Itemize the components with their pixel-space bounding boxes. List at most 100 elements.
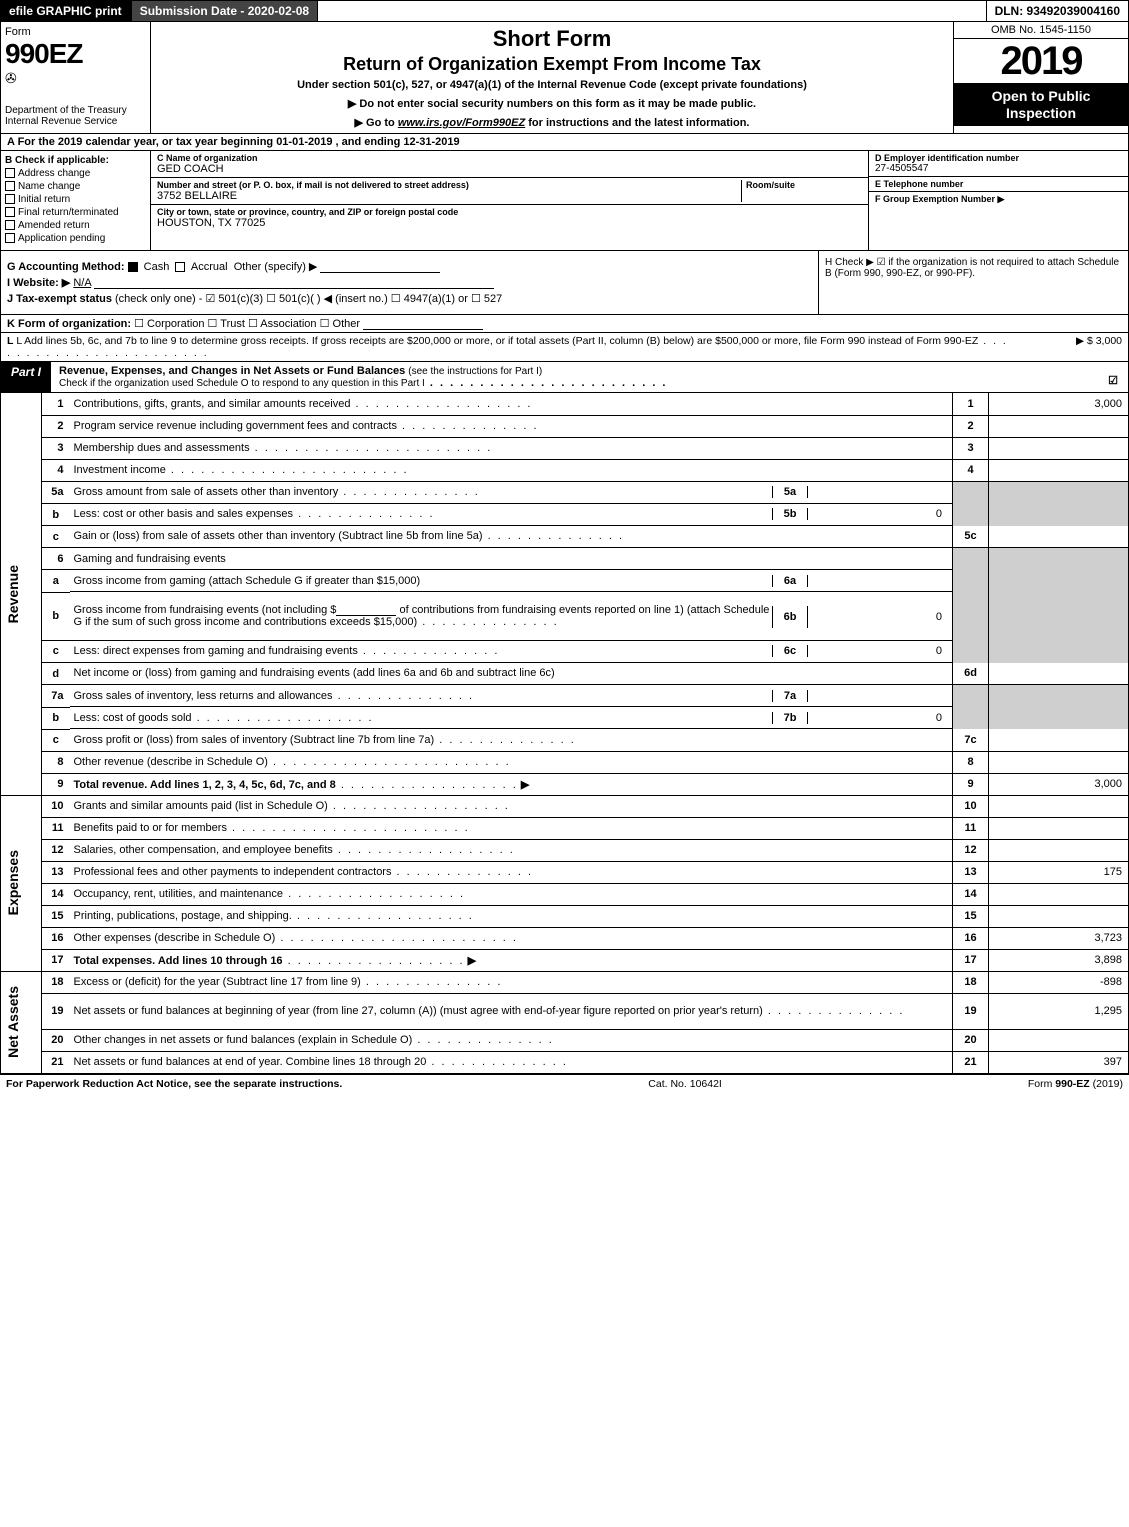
k-other-field[interactable] [363,318,483,330]
g-cash-check[interactable] [128,262,138,272]
topbar-spacer [318,0,985,22]
group-exemption-label: F Group Exemption Number ▶ [875,194,1122,205]
part1-table: Revenue 1 Contributions, gifts, grants, … [0,393,1129,1074]
section-d: D Employer identification number 27-4505… [869,151,1128,177]
irs-icon: ✇ [5,70,146,87]
line-4: 4 Investment income 4 [1,459,1129,481]
section-h: H Check ▶ ☑ if the organization is not r… [818,251,1128,314]
k-options[interactable]: ☐ Corporation ☐ Trust ☐ Association ☐ Ot… [134,318,360,330]
line-11: 11 Benefits paid to or for members 11 [1,817,1129,839]
city-row: City or town, state or province, country… [151,205,868,231]
gh-left: G Accounting Method: Cash Accrual Other … [1,251,818,314]
irs-label: Internal Revenue Service [5,116,146,127]
goto-pre: ▶ Go to [355,117,398,129]
line-6d: d Net income or (loss) from gaming and f… [1,663,1129,685]
section-e: E Telephone number [869,177,1128,192]
k-label: K Form of organization: [7,318,131,330]
header-center: Short Form Return of Organization Exempt… [151,22,953,133]
ein-value: 27-4505547 [875,163,1122,174]
tax-year: 2019 [954,39,1128,83]
part1-check[interactable]: ☑ [1098,362,1128,392]
form-ref: Form 990-EZ (2019) [1028,1078,1123,1090]
line-21: 21 Net assets or fund balances at end of… [1,1051,1129,1073]
line-1: Revenue 1 Contributions, gifts, grants, … [1,393,1129,415]
efile-print-button[interactable]: efile GRAPHIC print [0,0,131,22]
part1-sub: Check if the organization used Schedule … [59,378,425,389]
under-section: Under section 501(c), 527, or 4947(a)(1)… [159,79,945,91]
goto-line: ▶ Go to www.irs.gov/Form990EZ for instru… [159,116,945,129]
street-row: Number and street (or P. O. box, if mail… [151,178,868,205]
top-bar: efile GRAPHIC print Submission Date - 20… [0,0,1129,22]
telephone-label: E Telephone number [875,179,1122,189]
part1-tab: Part I [1,362,51,392]
check-address-change[interactable]: Address change [5,168,146,179]
check-application-pending[interactable]: Application pending [5,233,146,244]
part1-title: Revenue, Expenses, and Changes in Net As… [51,362,1098,392]
j-options[interactable]: ☑ 501(c)(3) ☐ 501(c)( ) ◀ (insert no.) ☐… [206,293,503,305]
entity-box: B Check if applicable: Address change Na… [0,151,1129,251]
submission-date: Submission Date - 2020-02-08 [131,0,318,22]
header-right: OMB No. 1545-1150 2019 Open to Public In… [953,22,1128,133]
check-final-return[interactable]: Final return/terminated [5,207,146,218]
ein-label: D Employer identification number [875,153,1122,163]
section-l: L L Add lines 5b, 6c, and 7b to line 9 t… [0,333,1129,362]
line-12: 12 Salaries, other compensation, and emp… [1,839,1129,861]
city-value: HOUSTON, TX 77025 [157,217,862,229]
open-public-badge: Open to Public Inspection [954,83,1128,126]
line-7c: c Gross profit or (loss) from sales of i… [1,729,1129,751]
net-assets-side-label: Net Assets [5,986,21,1058]
section-b-title: B Check if applicable: [5,155,146,166]
line-13: 13 Professional fees and other payments … [1,861,1129,883]
line-20: 20 Other changes in net assets or fund b… [1,1029,1129,1051]
l-text: L Add lines 5b, 6c, and 7b to line 9 to … [16,335,978,347]
line-19: 19 Net assets or fund balances at beginn… [1,993,1129,1029]
check-name-change[interactable]: Name change [5,181,146,192]
section-j: J Tax-exempt status (check only one) - ☑… [7,292,812,305]
line-6c: c Less: direct expenses from gaming and … [1,640,1129,663]
part1-header: Part I Revenue, Expenses, and Changes in… [0,362,1129,393]
line-18: Net Assets 18 Excess or (deficit) for th… [1,971,1129,993]
line-15: 15 Printing, publications, postage, and … [1,905,1129,927]
check-initial-return[interactable]: Initial return [5,194,146,205]
j-small: (check only one) - [115,293,202,305]
line-17: 17 Total expenses. Add lines 10 through … [1,949,1129,971]
g-other-field[interactable] [320,261,440,273]
return-title: Return of Organization Exempt From Incom… [159,54,945,75]
entity-right: D Employer identification number 27-4505… [868,151,1128,250]
paperwork-notice: For Paperwork Reduction Act Notice, see … [6,1078,342,1090]
section-b: B Check if applicable: Address change Na… [1,151,151,250]
i-label: I Website: ▶ [7,277,70,289]
cat-number: Cat. No. 10642I [648,1078,722,1090]
goto-link[interactable]: www.irs.gov/Form990EZ [398,117,525,129]
page-footer: For Paperwork Reduction Act Notice, see … [0,1074,1129,1093]
line-7a: 7a Gross sales of inventory, less return… [1,685,1129,708]
section-i: I Website: ▶ N/A [7,276,812,289]
line-7b: b Less: cost of goods sold7b0 [1,707,1129,729]
line-10: Expenses 10 Grants and similar amounts p… [1,795,1129,817]
dln-number: DLN: 93492039004160 [986,0,1129,22]
check-amended-return[interactable]: Amended return [5,220,146,231]
goto-post: for instructions and the latest informat… [525,117,749,129]
line-8: 8 Other revenue (describe in Schedule O)… [1,751,1129,773]
section-k: K Form of organization: ☐ Corporation ☐ … [0,315,1129,333]
short-form-title: Short Form [159,26,945,52]
expenses-side-label: Expenses [5,850,21,915]
line-5c: c Gain or (loss) from sale of assets oth… [1,526,1129,548]
j-label: J Tax-exempt status [7,293,112,305]
line-5b: b Less: cost or other basis and sales ex… [1,504,1129,526]
street-value: 3752 BELLAIRE [157,190,737,202]
form-header: Form 990EZ ✇ Department of the Treasury … [0,22,1129,134]
l-value: ▶ $ 3,000 [1012,335,1122,359]
department-label: Department of the Treasury [5,105,146,116]
g-accrual-check[interactable] [175,262,185,272]
h-text: H Check ▶ ☑ if the organization is not r… [825,257,1119,279]
line-16: 16 Other expenses (describe in Schedule … [1,927,1129,949]
period-row: A For the 2019 calendar year, or tax yea… [0,134,1129,151]
line-6b: b Gross income from fundraising events (… [1,592,1129,640]
website-underline [94,277,494,289]
line-6a: a Gross income from gaming (attach Sched… [1,570,1129,593]
city-label: City or town, state or province, country… [157,207,862,217]
do-not-enter: ▶ Do not enter social security numbers o… [159,97,945,110]
form-number: 990EZ [5,38,146,70]
line-6: 6 Gaming and fundraising events [1,548,1129,570]
